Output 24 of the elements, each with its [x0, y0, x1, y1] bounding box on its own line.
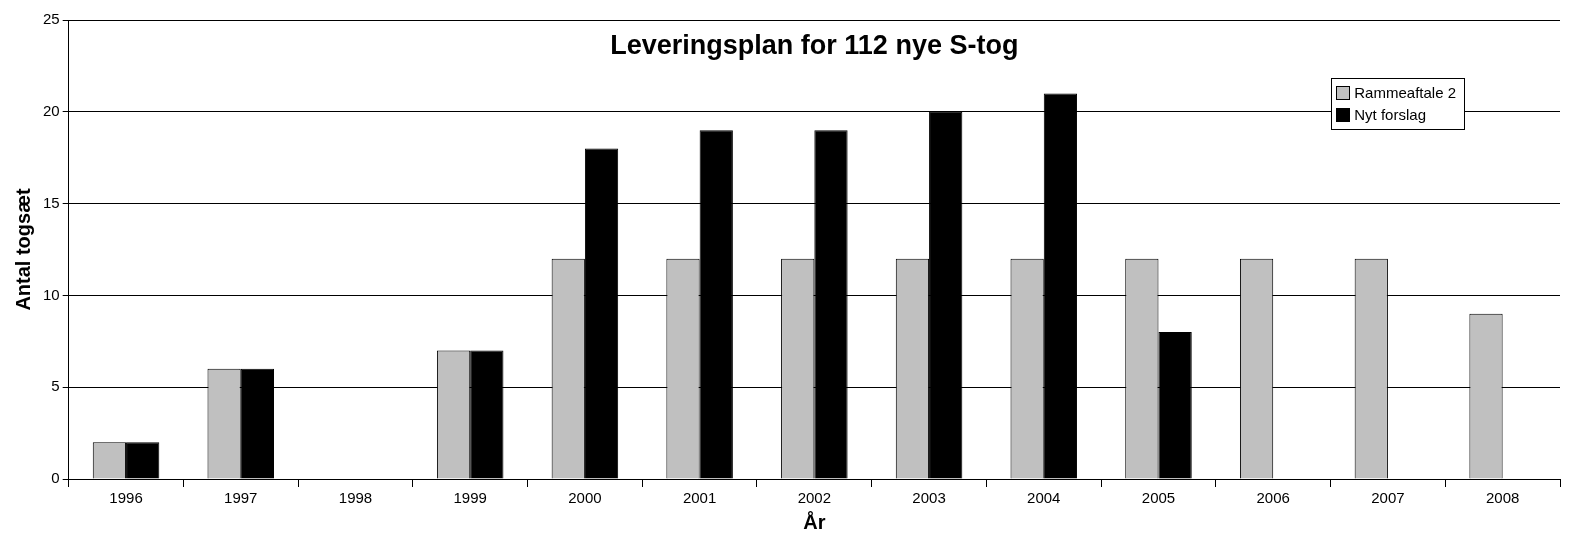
x-tick-label: 1998 — [338, 489, 373, 507]
chart-title: Leveringsplan for 112 nye S-tog — [610, 30, 1019, 61]
x-tick-label: 2000 — [568, 489, 602, 507]
x-tick-label: 2006 — [1256, 489, 1290, 507]
x-tick-label: 1997 — [224, 489, 258, 507]
y-tick-label: 0 — [51, 469, 60, 487]
legend-label: Nyt forslag — [1354, 105, 1426, 125]
x-tick-label: 1999 — [453, 489, 487, 507]
x-tick-label: 2004 — [1027, 489, 1061, 507]
x-tick-label: 2007 — [1371, 489, 1405, 507]
x-tick-label: 2001 — [682, 489, 717, 507]
x-axis-title: År — [803, 509, 826, 533]
y-tick-label: 10 — [43, 285, 60, 303]
y-tick-label: 5 — [51, 377, 60, 395]
legend-label: Rammeaftale 2 — [1354, 83, 1456, 103]
y-tick-label: 20 — [43, 101, 60, 119]
y-tick-label: 25 — [43, 10, 60, 28]
y-axis-title: Antal togsæt — [11, 188, 34, 311]
x-tick-label: 2002 — [797, 489, 832, 507]
x-tick-label: 2005 — [1141, 489, 1176, 507]
y-tick-label: 15 — [43, 193, 60, 211]
x-tick-label: 1996 — [109, 489, 143, 507]
x-tick-label: 2008 — [1485, 489, 1520, 507]
x-tick-label: 2003 — [912, 489, 946, 507]
